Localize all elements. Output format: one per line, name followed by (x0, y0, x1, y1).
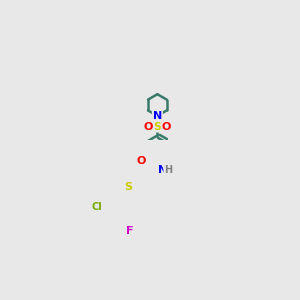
Text: S: S (153, 122, 161, 132)
Text: N: N (158, 165, 167, 175)
Text: O: O (137, 156, 146, 166)
Text: Cl: Cl (92, 202, 102, 212)
Text: F: F (127, 226, 134, 236)
Text: O: O (161, 122, 171, 132)
Text: N: N (153, 111, 162, 121)
Text: S: S (124, 182, 132, 192)
Text: H: H (164, 165, 172, 175)
Text: O: O (144, 122, 153, 132)
